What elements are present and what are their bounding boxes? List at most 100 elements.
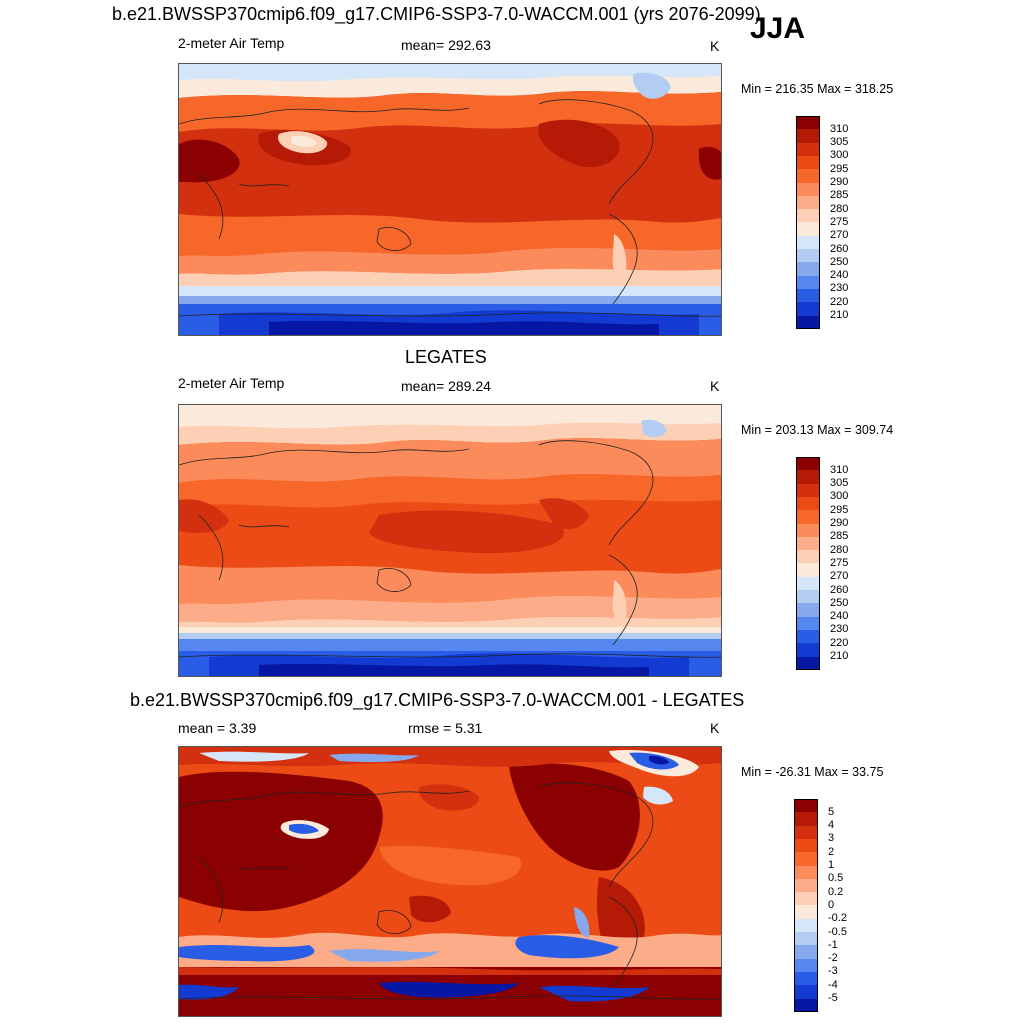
- panel1-minmax-label: Min = 216.35 Max = 318.25: [741, 82, 894, 96]
- panel3-mean-label: mean = 3.39: [178, 720, 257, 736]
- panel2-minmax-label: Min = 203.13 Max = 309.74: [741, 423, 894, 437]
- colorbar-tick-label: 295: [830, 162, 849, 175]
- colorbar-tick-label: 270: [830, 229, 849, 242]
- colorbar-swatch: [796, 576, 820, 591]
- colorbar-tick-label: 210: [830, 309, 849, 321]
- colorbar-swatch: [796, 182, 820, 197]
- colorbar-swatch: [794, 932, 818, 946]
- panel1-map: [178, 63, 722, 336]
- colorbar-swatch: [796, 603, 820, 618]
- colorbar-tick-label: 5: [828, 805, 835, 818]
- colorbar-tick-label: -1: [828, 938, 838, 951]
- colorbar-swatch: [796, 457, 820, 471]
- colorbar-swatch: [796, 116, 820, 130]
- colorbar-swatch: [794, 812, 818, 827]
- panel2-units-label: K: [710, 378, 720, 394]
- colorbar-swatch: [796, 275, 820, 290]
- colorbar-tick-label: 275: [830, 215, 849, 228]
- colorbar-swatch: [794, 852, 818, 866]
- colorbar-tick-label: 230: [830, 282, 849, 295]
- colorbar-tick-label: -0.2: [828, 912, 847, 925]
- colorbar-tick-label: 260: [830, 583, 849, 596]
- colorbar-tick-label: 290: [830, 517, 849, 529]
- colorbar-swatch: [796, 222, 820, 237]
- panel1-title: b.e21.BWSSP370cmip6.f09_g17.CMIP6-SSP3-7…: [112, 4, 761, 24]
- colorbar-tick-label: 220: [830, 295, 849, 308]
- colorbar-tick-label: 220: [830, 636, 849, 649]
- colorbar-tick-label: 3: [828, 832, 835, 845]
- colorbar-swatch: [796, 129, 820, 144]
- colorbar-swatch: [796, 302, 820, 316]
- colorbar-swatch: [796, 510, 820, 524]
- colorbar-tick-label: 275: [830, 556, 849, 569]
- colorbar-tick-label: 280: [830, 202, 849, 215]
- panel3-minmax-label: Min = -26.31 Max = 33.75: [741, 765, 884, 779]
- colorbar-swatch: [794, 838, 818, 853]
- colorbar-tick-label: 230: [830, 623, 849, 636]
- colorbar-tick-label: -5: [828, 992, 838, 1004]
- colorbar-tick-label: 240: [830, 269, 849, 282]
- colorbar-swatch: [794, 892, 818, 906]
- colorbar-tick-label: 0.2: [828, 885, 844, 898]
- colorbar-tick-label: 250: [830, 596, 849, 609]
- panel1-variable-label: 2-meter Air Temp: [178, 35, 285, 51]
- colorbar-swatch: [796, 629, 820, 644]
- colorbar-swatch: [794, 825, 818, 840]
- colorbar-swatch: [796, 142, 820, 157]
- colorbar-swatch: [796, 483, 820, 498]
- panel1-mean-label: mean= 292.63: [401, 37, 491, 53]
- colorbar-tick-label: 300: [830, 149, 849, 162]
- panel3-rmse-label: rmse = 5.31: [408, 720, 483, 736]
- colorbar-swatch: [796, 235, 820, 250]
- colorbar-swatch: [796, 169, 820, 183]
- colorbar-swatch: [796, 262, 820, 277]
- colorbar-swatch: [794, 865, 818, 880]
- colorbar-swatch: [796, 656, 820, 671]
- colorbar-swatch: [796, 155, 820, 170]
- colorbar-swatch: [796, 536, 820, 551]
- colorbar-tick-label: 270: [830, 570, 849, 583]
- panel2-mean-label: mean= 289.24: [401, 378, 491, 394]
- colorbar-tick-label: 250: [830, 255, 849, 268]
- colorbar-tick-label: 305: [830, 136, 849, 149]
- colorbar-tick-label: 285: [830, 530, 849, 543]
- colorbar-swatch: [794, 799, 818, 813]
- panel3-map: [178, 746, 722, 1017]
- colorbar-swatch: [796, 209, 820, 223]
- colorbar-swatch: [794, 985, 818, 999]
- colorbar-tick-label: 290: [830, 176, 849, 188]
- colorbar-swatch: [794, 971, 818, 986]
- colorbar-tick-label: 300: [830, 490, 849, 503]
- colorbar-swatch: [796, 288, 820, 303]
- panel3-units-label: K: [710, 720, 720, 736]
- colorbar-tick-label: 310: [830, 122, 849, 135]
- colorbar-swatch: [796, 496, 820, 511]
- season-label: JJA: [750, 12, 806, 45]
- panel3-title: b.e21.BWSSP370cmip6.f09_g17.CMIP6-SSP3-7…: [130, 690, 745, 710]
- colorbar-tick-label: -4: [828, 978, 838, 991]
- panel2-map: [178, 404, 722, 677]
- colorbar-swatch: [796, 550, 820, 564]
- colorbar-tick-label: 2: [828, 845, 835, 858]
- colorbar-swatch: [794, 905, 818, 920]
- colorbar-tick-label: 240: [830, 610, 849, 623]
- colorbar-tick-label: 260: [830, 242, 849, 255]
- colorbar-tick-label: 210: [830, 650, 849, 662]
- panel1-contour-map: [179, 64, 721, 335]
- colorbar-tick-label: -2: [828, 952, 838, 965]
- colorbar-swatch: [794, 878, 818, 893]
- colorbar-swatch: [796, 470, 820, 485]
- panel2-title: LEGATES: [405, 347, 487, 367]
- colorbar-tick-label: 0: [828, 898, 835, 911]
- colorbar-tick-label: 280: [830, 543, 849, 556]
- colorbar-swatch: [796, 563, 820, 578]
- colorbar-tick-label: -3: [828, 965, 838, 978]
- colorbar-swatch: [796, 643, 820, 657]
- colorbar-tick-label: 310: [830, 463, 849, 476]
- colorbar-swatch: [796, 523, 820, 538]
- colorbar-tick-label: 285: [830, 189, 849, 202]
- colorbar-swatch: [794, 998, 818, 1013]
- colorbar-swatch: [796, 195, 820, 210]
- colorbar-swatch: [794, 958, 818, 973]
- colorbar-swatch: [796, 616, 820, 631]
